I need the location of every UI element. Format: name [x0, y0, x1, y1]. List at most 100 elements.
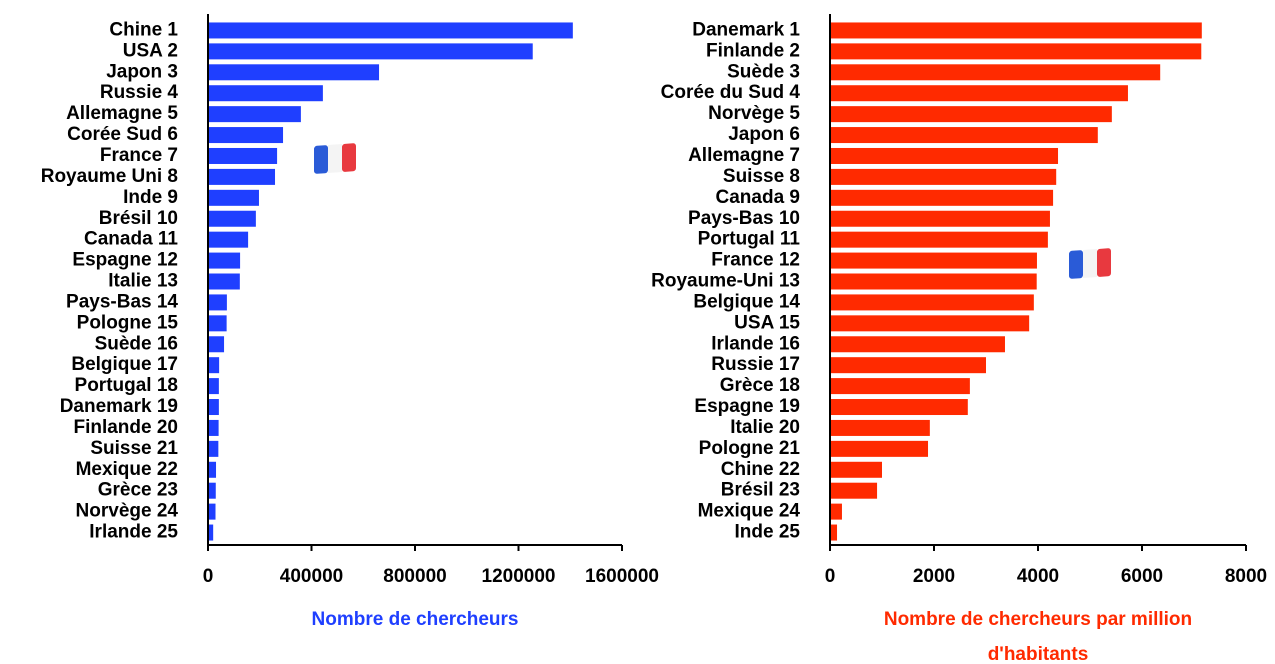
- bar: [830, 85, 1128, 102]
- y-tick-label: Portugal 11: [698, 229, 801, 250]
- y-tick-label: Inde 25: [735, 522, 801, 543]
- x-tick-label: 1600000: [585, 566, 659, 587]
- bar: [830, 210, 1050, 227]
- y-tick-label: Chine 22: [721, 459, 800, 480]
- bar: [208, 147, 278, 164]
- y-tick-label: Belgique 14: [693, 291, 800, 312]
- y-tick-label: Inde 9: [123, 187, 178, 208]
- bar: [830, 378, 970, 395]
- y-tick-label: Royaume-Uni 13: [651, 271, 800, 292]
- y-tick-label: Suède 3: [727, 61, 800, 82]
- bar: [208, 315, 227, 332]
- x-tick-label: 0: [825, 566, 836, 587]
- y-tick-label: Italie 20: [730, 417, 800, 438]
- y-tick-label: Japon 6: [728, 124, 800, 145]
- bar: [830, 461, 882, 478]
- bar: [208, 85, 323, 102]
- y-tick-label: USA 2: [123, 40, 178, 61]
- y-tick-label: Finlande 20: [73, 417, 178, 438]
- bar: [830, 273, 1037, 290]
- y-tick-label: Mexique 22: [76, 459, 178, 480]
- y-tick-label: Japon 3: [106, 61, 178, 82]
- bar: [830, 252, 1037, 269]
- y-tick-label: Mexique 24: [698, 501, 801, 522]
- y-tick-label: Grèce 18: [720, 375, 800, 396]
- bar: [830, 189, 1054, 206]
- bar: [208, 168, 276, 185]
- bar: [830, 503, 842, 520]
- bar: [830, 127, 1098, 144]
- x-tick-label: 800000: [383, 566, 446, 587]
- bar: [208, 357, 220, 374]
- y-tick-label: Corée Sud 6: [67, 124, 178, 145]
- y-tick-label: Portugal 18: [75, 375, 178, 396]
- bar: [830, 440, 929, 457]
- y-tick-label: Suisse 21: [90, 438, 178, 459]
- y-tick-label: Irlande 25: [89, 522, 178, 543]
- flag-left: [314, 143, 356, 174]
- y-tick-label: Pologne 21: [699, 438, 801, 459]
- bar: [208, 43, 533, 60]
- y-tick-label: Espagne 12: [72, 250, 178, 271]
- y-tick-label: Grèce 23: [98, 480, 178, 501]
- y-tick-label: Brésil 10: [99, 208, 178, 229]
- bar: [208, 419, 219, 436]
- bar: [830, 294, 1034, 311]
- y-tick-label: Danemark 19: [60, 396, 178, 417]
- bar: [830, 357, 986, 374]
- bar: [830, 482, 878, 499]
- y-tick-label: Canada 9: [716, 187, 800, 208]
- y-tick-label: USA 15: [734, 312, 800, 333]
- bar: [208, 461, 217, 478]
- bar: [208, 294, 227, 311]
- bar: [208, 189, 259, 206]
- y-tick-label: France 12: [711, 250, 800, 271]
- bar: [830, 231, 1048, 248]
- bar: [208, 22, 573, 39]
- bar: [830, 168, 1057, 185]
- y-tick-label: Italie 13: [108, 271, 178, 292]
- bar: [208, 440, 219, 457]
- x-tick-label: 1200000: [482, 566, 556, 587]
- y-tick-label: Suède 16: [95, 333, 178, 354]
- bar: [208, 378, 219, 395]
- y-tick-label: Russie 17: [711, 354, 800, 375]
- bar: [830, 64, 1161, 81]
- bar: [208, 127, 284, 144]
- y-tick-label: Corée du Sud 4: [661, 82, 801, 103]
- flag-right: [1069, 248, 1111, 279]
- bar: [208, 106, 301, 123]
- y-tick-label: France 7: [100, 145, 178, 166]
- y-tick-label: Chine 1: [109, 19, 178, 40]
- y-tick-label: Espagne 19: [694, 396, 800, 417]
- y-tick-label: Pays-Bas 14: [66, 291, 178, 312]
- y-tick-label: Canada 11: [84, 229, 178, 250]
- bar: [208, 210, 256, 227]
- x-tick-label: 6000: [1121, 566, 1163, 587]
- bar: [208, 273, 240, 290]
- x-axis-title: Nombre de chercheurs: [311, 609, 519, 630]
- x-tick-label: 2000: [913, 566, 955, 587]
- y-tick-label: Norvège 5: [708, 103, 800, 124]
- x-tick-label: 0: [203, 566, 214, 587]
- y-tick-label: Danemark 1: [692, 19, 800, 40]
- x-tick-label: 400000: [280, 566, 343, 587]
- bar: [208, 524, 214, 541]
- bar: [208, 482, 216, 499]
- x-tick-label: 8000: [1225, 566, 1267, 587]
- y-tick-label: Irlande 16: [711, 333, 800, 354]
- bar: [208, 252, 241, 269]
- bar: [830, 22, 1202, 39]
- bar: [208, 503, 216, 520]
- x-axis-title: Nombre de chercheurs par million d'habit…: [883, 609, 1193, 664]
- y-tick-label: Russie 4: [100, 82, 179, 103]
- y-tick-label: Suisse 8: [723, 166, 800, 187]
- bar: [208, 399, 219, 416]
- y-tick-label: Norvège 24: [76, 501, 179, 522]
- bar: [830, 147, 1059, 164]
- bar: [830, 399, 968, 416]
- y-tick-label: Allemagne 5: [66, 103, 178, 124]
- bar: [830, 419, 930, 436]
- y-tick-label: Brésil 23: [721, 480, 800, 501]
